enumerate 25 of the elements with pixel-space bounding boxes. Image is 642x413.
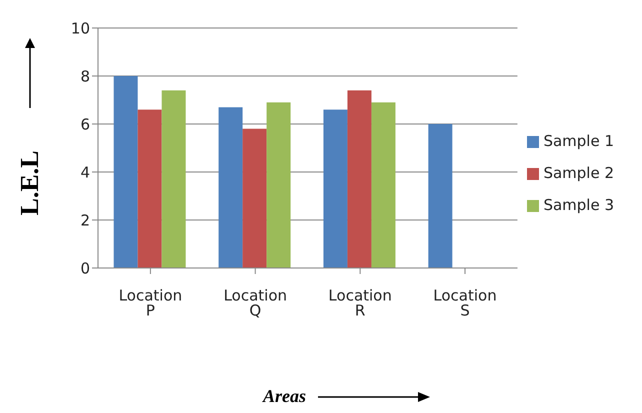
x-tick-label: Location P [118,286,182,320]
x-tick-label: Location Q [224,286,288,320]
bar [323,110,348,268]
legend-label: Sample 3 [543,196,614,214]
bar [162,90,186,268]
legend-label: Sample 2 [543,164,614,182]
x-axis-title: Areas [263,386,306,407]
bar [218,107,243,268]
bar [347,90,372,268]
y-tick-label: 4 [80,163,90,182]
bar [371,102,396,268]
y-tick-label: 10 [70,19,90,38]
y-tick-label: 0 [80,259,90,278]
bar [114,76,138,268]
y-tick-label: 2 [80,211,90,230]
x-tick-label: Location S [433,286,497,320]
bar [138,110,162,268]
y-tick-label: 6 [80,115,90,134]
x-tick-label: Location R [328,286,392,320]
legend-label: Sample 1 [543,132,614,150]
y-tick-label: 8 [80,67,90,86]
bar [266,102,291,268]
y-axis-title: L.E.L [15,150,45,216]
bar [242,128,267,268]
bar [428,124,452,268]
